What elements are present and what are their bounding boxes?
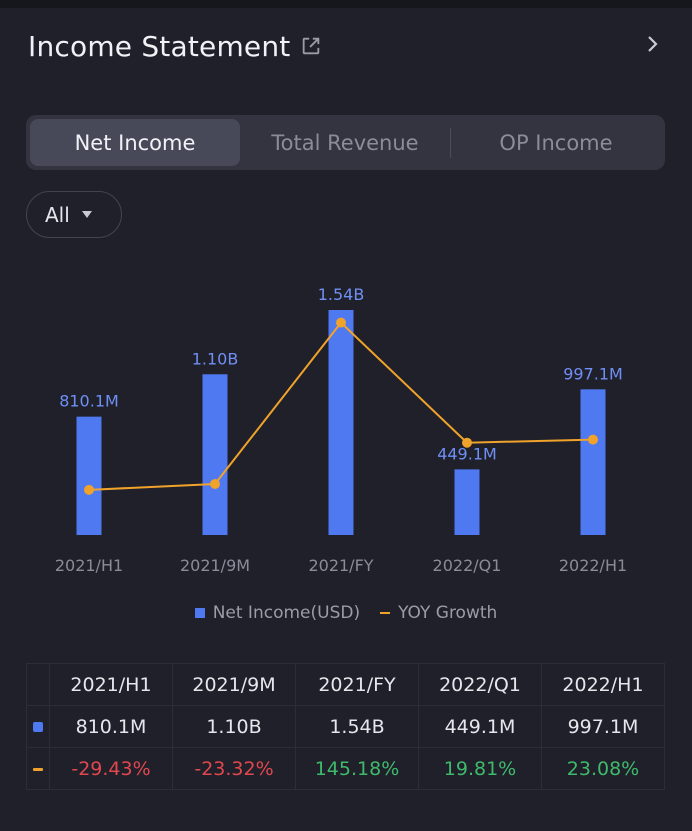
table-cell-yoy: 145.18% xyxy=(295,748,418,790)
table-header-cell: 2021/H1 xyxy=(49,664,172,705)
table-cell: 1.10B xyxy=(172,706,295,747)
legend-line-swatch xyxy=(380,612,391,614)
x-axis-label: 2022/Q1 xyxy=(433,556,502,575)
section-header: Income Statement xyxy=(28,26,668,66)
table-cell-yoy: -23.32% xyxy=(172,748,295,790)
table-header-cell: 2022/Q1 xyxy=(418,664,541,705)
top-strip xyxy=(0,0,692,8)
table-header-cell: 2021/FY xyxy=(295,664,418,705)
table-cell-yoy: 23.08% xyxy=(541,748,664,790)
table-cell-yoy: 19.81% xyxy=(418,748,541,790)
net-income-chart: 810.1M 1.10B 1.54B 449.1M 997.1M 2021/H1 2021/… xyxy=(55,285,627,575)
period-filter-value: All xyxy=(45,202,70,227)
yoy-point-2021/FY[interactable] xyxy=(336,317,346,328)
table-header-row: 2021/H1 2021/9M 2021/FY 2022/Q1 2022/H1 xyxy=(27,664,664,706)
caret-down-icon xyxy=(81,211,92,218)
legend-bar-swatch xyxy=(194,608,205,618)
tab-net-income[interactable]: Net Income xyxy=(30,119,240,166)
x-axis-label: 2021/H1 xyxy=(55,556,123,575)
bar-value-label: 810.1M xyxy=(59,392,119,411)
table-header-cell: 2021/9M xyxy=(172,664,295,705)
legend-label-yoy: YOY Growth xyxy=(398,603,498,623)
legend-label-net-income: Net Income(USD) xyxy=(212,603,361,623)
bar-value-label: 1.54B xyxy=(318,285,365,304)
tab-op-income[interactable]: OP Income xyxy=(499,130,613,155)
bar-value-label: 449.1M xyxy=(437,444,497,463)
net-income-marker xyxy=(27,706,49,747)
metric-tabs: Net Income Total Revenue OP Income xyxy=(26,115,665,170)
x-axis-label: 2021/FY xyxy=(308,556,373,575)
bar-value-label: 1.10B xyxy=(192,349,239,368)
bar-2021/H1[interactable] xyxy=(76,416,102,535)
x-axis-label: 2022/H1 xyxy=(559,556,627,575)
external-link-icon[interactable] xyxy=(300,35,322,57)
period-filter-dropdown[interactable]: All xyxy=(26,191,122,238)
table-cell-yoy: -29.43% xyxy=(49,748,172,790)
yoy-point-2021/H1[interactable] xyxy=(84,484,94,495)
yoy-point-2022/H1[interactable] xyxy=(588,434,598,445)
yoy-point-2022/Q1[interactable] xyxy=(462,437,472,448)
line-swatch-icon xyxy=(33,767,43,771)
bar-swatch-icon xyxy=(33,721,43,732)
bar-value-label: 997.1M xyxy=(563,364,623,383)
table-cell: 810.1M xyxy=(49,706,172,747)
bar-2022/Q1[interactable] xyxy=(454,469,480,535)
chevron-right-icon[interactable] xyxy=(640,32,664,56)
page-title: Income Statement xyxy=(28,29,291,63)
table-corner xyxy=(27,664,49,705)
bar-2021/9M[interactable] xyxy=(202,374,228,535)
table-header-cell: 2022/H1 xyxy=(541,664,664,705)
table-row-yoy: -29.43% -23.32% 145.18% 19.81% 23.08% xyxy=(27,748,664,790)
legend-item-net-income[interactable]: Net Income(USD) xyxy=(194,603,361,623)
bar-2021/FY[interactable] xyxy=(328,310,354,535)
x-axis-label: 2021/9M xyxy=(180,556,250,575)
bar-2022/H1[interactable] xyxy=(580,389,606,535)
chart-legend: Net Income(USD) YOY Growth xyxy=(0,603,692,623)
income-table: 2021/H1 2021/9M 2021/FY 2022/Q1 2022/H1 … xyxy=(26,663,665,790)
tab-total-revenue[interactable]: Total Revenue xyxy=(271,130,419,155)
table-row-net-income: 810.1M 1.10B 1.54B 449.1M 997.1M xyxy=(27,706,664,748)
legend-item-yoy[interactable]: YOY Growth xyxy=(380,603,497,623)
table-cell: 997.1M xyxy=(541,706,664,747)
tab-divider xyxy=(450,127,451,158)
table-cell: 1.54B xyxy=(295,706,418,747)
yoy-point-2021/9M[interactable] xyxy=(210,479,220,490)
table-cell: 449.1M xyxy=(418,706,541,747)
yoy-marker xyxy=(27,748,49,790)
